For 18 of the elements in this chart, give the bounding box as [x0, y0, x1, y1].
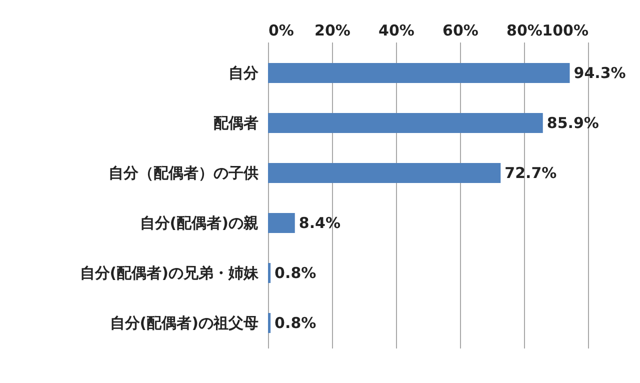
y-tick-label: 自分（配偶者）の子供	[108, 164, 258, 182]
x-tick-label: 20%	[314, 22, 350, 40]
x-tick-label: 100%	[542, 22, 588, 40]
x-tick-label: 80%	[506, 22, 542, 40]
y-tick-label: 自分(配偶者)の親	[140, 214, 258, 232]
y-tick-label: 配偶者	[214, 114, 258, 132]
y-tick-label: 自分(配偶者)の兄弟・姉妹	[80, 264, 260, 282]
data-label: 8.4%	[298, 214, 340, 232]
data-label: 85.9%	[546, 114, 599, 132]
data-label: 0.8%	[274, 264, 316, 282]
data-label: 0.8%	[274, 314, 316, 332]
data-label: 72.7%	[504, 164, 557, 182]
x-tick-label: 60%	[442, 22, 478, 40]
x-tick-label: 0%	[268, 22, 294, 40]
data-label: 94.3%	[574, 64, 626, 82]
y-tick-label: 自分	[228, 64, 260, 82]
x-tick-label: 40%	[378, 22, 414, 40]
y-tick-label: 自分(配偶者)の祖父母	[110, 314, 258, 332]
